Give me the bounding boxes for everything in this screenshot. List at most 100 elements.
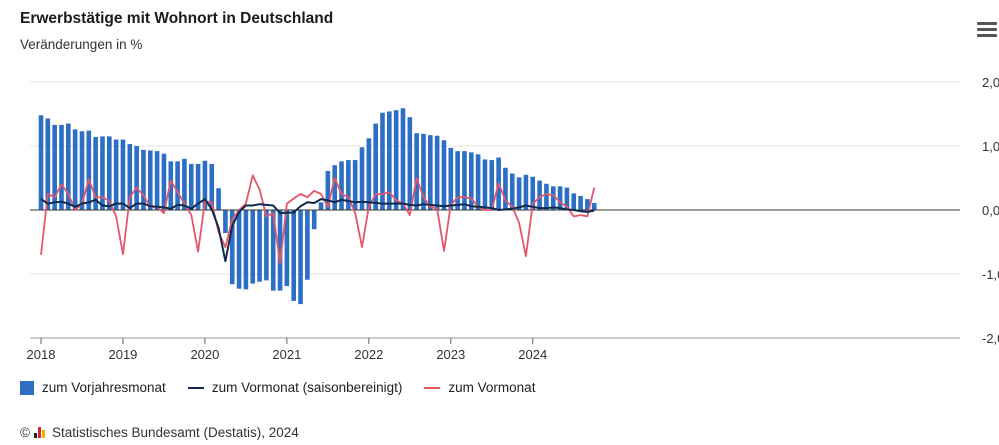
bar <box>523 174 529 210</box>
source-credit: © Statistisches Bundesamt (Destatis), 20… <box>20 425 299 440</box>
bar <box>537 180 542 210</box>
source-text: Statistisches Bundesamt (Destatis), 2024 <box>51 425 299 440</box>
bar <box>250 210 256 284</box>
bar <box>591 202 597 210</box>
bar <box>168 161 174 210</box>
bar <box>503 167 508 210</box>
bar <box>557 186 563 210</box>
bar <box>475 154 481 210</box>
legend-label: zum Vormonat (saisonbereinigt) <box>211 380 403 395</box>
bar <box>257 210 262 282</box>
bar <box>421 133 426 210</box>
x-tick-label: 2018 <box>27 347 56 360</box>
bar <box>407 117 413 210</box>
bar <box>448 147 454 210</box>
x-tick-label: 2019 <box>108 347 137 360</box>
bar <box>414 133 419 210</box>
legend-line-swatch <box>187 386 204 389</box>
legend-bar-swatch <box>20 380 34 395</box>
bar <box>182 158 187 210</box>
bar <box>161 153 167 210</box>
series-line-vormonat <box>40 174 596 265</box>
bar <box>134 146 139 210</box>
bar <box>195 163 201 210</box>
x-tick-label: 2024 <box>518 347 547 360</box>
bar <box>434 135 440 210</box>
y-tick-label: 2,0 <box>982 75 999 90</box>
bar <box>223 210 228 234</box>
legend-label: zum Vormonat <box>448 380 536 395</box>
bar <box>298 210 303 305</box>
bar <box>311 210 317 230</box>
bar <box>509 173 515 210</box>
bar <box>120 139 126 210</box>
bar <box>468 152 474 210</box>
hamburger-menu-icon[interactable] <box>977 22 997 38</box>
bar <box>428 135 433 210</box>
bar <box>393 110 399 210</box>
bar <box>79 131 85 210</box>
bar <box>346 160 351 210</box>
bar <box>585 199 590 210</box>
bar <box>455 151 460 210</box>
bar <box>318 202 324 210</box>
destatis-logo-icon <box>33 427 46 438</box>
bar <box>202 160 208 210</box>
bar <box>441 140 447 210</box>
bar <box>277 210 283 291</box>
y-tick-label: -2,0 <box>982 331 999 346</box>
bar <box>141 149 146 210</box>
bar <box>544 183 549 210</box>
legend-item-vorjahresmonat[interactable]: zum Vorjahresmonat <box>20 380 166 395</box>
bar <box>107 136 112 210</box>
bar <box>373 123 378 210</box>
legend-item-vormonat-saisonbereinigt[interactable]: zum Vormonat (saisonbereinigt) <box>187 380 403 395</box>
bar <box>243 210 249 290</box>
bar <box>516 177 522 210</box>
bar <box>154 151 160 210</box>
bar <box>86 130 92 210</box>
copyright-symbol: © <box>20 425 30 440</box>
legend-line-swatch <box>424 386 441 389</box>
bar <box>339 161 344 210</box>
legend-label: zum Vorjahresmonat <box>42 380 166 395</box>
bar <box>366 138 372 210</box>
bar <box>325 170 331 210</box>
series-line-vormonat-saisonbereinigt <box>40 198 595 263</box>
bar <box>400 108 406 210</box>
bar <box>359 147 365 210</box>
bar <box>332 165 337 210</box>
bar <box>462 151 467 210</box>
x-tick-label: 2021 <box>272 347 301 360</box>
bar <box>38 115 44 210</box>
chart-title: Erwerbstätige mit Wohnort in Deutschland <box>20 10 334 27</box>
bar <box>175 161 180 210</box>
bar <box>530 176 536 210</box>
bar <box>45 118 51 210</box>
x-tick-label: 2020 <box>190 347 219 360</box>
bar <box>216 188 221 210</box>
bar <box>550 186 556 210</box>
bar <box>489 160 495 210</box>
bar <box>113 139 119 210</box>
bar <box>578 195 583 210</box>
y-tick-label: 1,0 <box>982 139 999 154</box>
chart-legend: zum Vorjahresmonat zum Vormonat (saisonb… <box>20 380 557 395</box>
x-tick-label: 2022 <box>354 347 383 360</box>
bar <box>264 210 269 281</box>
bar <box>305 210 310 280</box>
bar <box>380 112 385 210</box>
bar <box>236 210 242 289</box>
bar <box>291 210 297 301</box>
bar <box>100 136 105 210</box>
bar <box>72 129 78 210</box>
bar <box>482 159 488 210</box>
bar <box>270 210 276 291</box>
bar <box>59 124 64 210</box>
bar <box>209 163 215 210</box>
bar <box>284 210 290 287</box>
chart-plot-area: 2,0 1,0 0,0 -1,0 -2,0 2018 2019 2020 2021 2022 202… <box>27 75 999 360</box>
x-tick-label: 2023 <box>436 347 465 360</box>
bar <box>352 160 358 210</box>
legend-item-vormonat[interactable]: zum Vormonat <box>424 380 535 395</box>
